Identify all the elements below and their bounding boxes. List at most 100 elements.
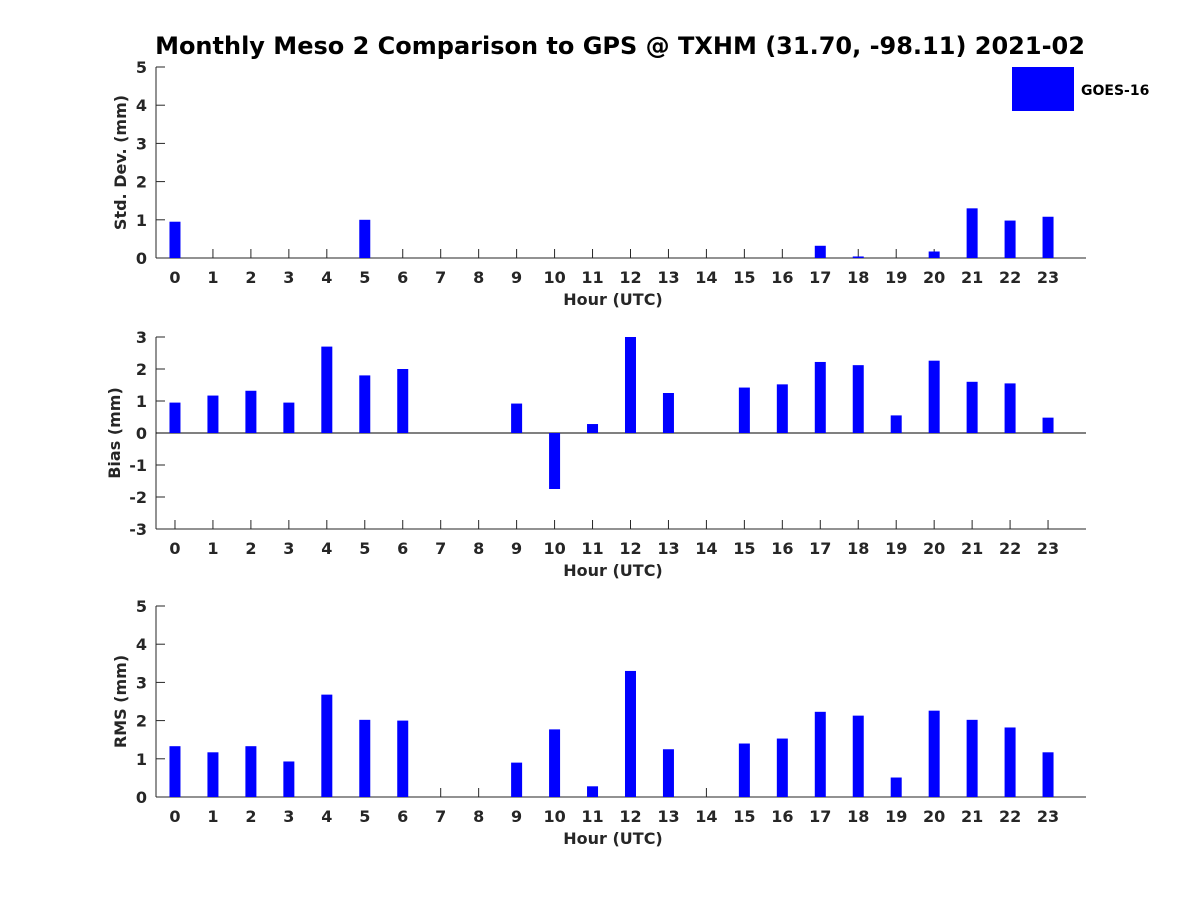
bar-hour-15 (738, 743, 750, 797)
bar-hour-23 (1042, 417, 1054, 433)
y-tick-label: 4 (136, 635, 147, 654)
bar-hour-23 (1042, 216, 1054, 258)
x-tick-label: 6 (397, 807, 408, 826)
x-tick-label: 22 (999, 268, 1021, 287)
y-tick-label: 2 (136, 712, 147, 731)
y-tick-label: 2 (136, 173, 147, 192)
x-tick-label: 1 (207, 268, 218, 287)
y-tick-label: 5 (136, 597, 147, 616)
y-tick-label: 1 (136, 392, 147, 411)
bar-hour-19 (890, 777, 902, 797)
bar-hour-16 (776, 738, 788, 797)
x-tick-label: 20 (923, 539, 945, 558)
bar-hour-12 (624, 670, 636, 797)
y-tick-label: 1 (136, 211, 147, 230)
x-tick-label: 10 (543, 539, 565, 558)
bar-hour-11 (587, 424, 599, 433)
y-tick-label: 3 (136, 134, 147, 153)
bar-hour-1 (207, 752, 219, 797)
x-tick-label: 7 (435, 539, 446, 558)
x-tick-label: 7 (435, 807, 446, 826)
x-tick-label: 22 (999, 807, 1021, 826)
x-tick-label: 15 (733, 807, 755, 826)
chart-title: Monthly Meso 2 Comparison to GPS @ TXHM … (155, 32, 1085, 60)
x-tick-label: 15 (733, 268, 755, 287)
y-tick-label: 0 (136, 424, 147, 443)
bar-hour-20 (928, 710, 940, 797)
x-tick-label: 2 (245, 807, 256, 826)
y-axis-label: RMS (mm) (111, 655, 130, 748)
y-tick-label: 0 (136, 788, 147, 807)
x-tick-label: 12 (619, 807, 641, 826)
bar-hour-22 (1004, 220, 1016, 258)
x-tick-label: 14 (695, 268, 717, 287)
x-tick-label: 0 (169, 268, 180, 287)
y-axis-label: Bias (mm) (105, 387, 124, 479)
bar-hour-0 (169, 402, 181, 433)
bar-hour-11 (587, 786, 599, 797)
x-tick-label: 11 (581, 539, 603, 558)
x-tick-label: 18 (847, 539, 869, 558)
bar-hour-5 (359, 219, 371, 258)
bar-hour-1 (207, 395, 219, 433)
x-tick-label: 14 (695, 539, 717, 558)
x-tick-label: 23 (1037, 539, 1059, 558)
x-tick-label: 21 (961, 539, 983, 558)
x-axis-label: Hour (UTC) (563, 290, 663, 309)
x-tick-label: 1 (207, 807, 218, 826)
bar-hour-15 (738, 387, 750, 433)
x-tick-label: 17 (809, 539, 831, 558)
bar-hour-2 (245, 390, 257, 433)
x-tick-label: 20 (923, 268, 945, 287)
bar-hour-21 (966, 208, 978, 258)
bar-hour-10 (549, 433, 561, 489)
bar-hour-18 (852, 256, 864, 258)
bar-hour-4 (321, 346, 333, 433)
x-tick-label: 4 (321, 807, 332, 826)
x-tick-label: 2 (245, 539, 256, 558)
x-tick-label: 22 (999, 539, 1021, 558)
y-tick-label: 3 (136, 673, 147, 692)
bar-hour-20 (928, 360, 940, 433)
x-tick-label: 17 (809, 268, 831, 287)
x-tick-label: 5 (359, 539, 370, 558)
x-tick-label: 7 (435, 268, 446, 287)
bar-hour-3 (283, 761, 295, 797)
bar-hour-20 (928, 251, 940, 258)
x-tick-label: 13 (657, 268, 679, 287)
x-tick-label: 3 (283, 539, 294, 558)
bar-hour-2 (245, 746, 257, 797)
x-tick-label: 13 (657, 539, 679, 558)
bar-hour-21 (966, 381, 978, 433)
bar-hour-3 (283, 402, 295, 433)
bar-hour-5 (359, 719, 371, 797)
x-tick-label: 3 (283, 268, 294, 287)
x-tick-label: 3 (283, 807, 294, 826)
y-axis-label: Std. Dev. (mm) (111, 95, 130, 230)
bar-hour-17 (814, 711, 826, 797)
bar-hour-0 (169, 746, 181, 797)
x-tick-label: 23 (1037, 268, 1059, 287)
x-tick-label: 11 (581, 807, 603, 826)
x-tick-label: 5 (359, 268, 370, 287)
y-tick-label: 0 (136, 249, 147, 268)
x-axis-label: Hour (UTC) (563, 829, 663, 848)
x-tick-label: 23 (1037, 807, 1059, 826)
bar-hour-5 (359, 375, 371, 433)
bar-hour-10 (549, 729, 561, 797)
x-tick-label: 16 (771, 268, 793, 287)
y-tick-label: -1 (129, 456, 147, 475)
x-tick-label: 19 (885, 539, 907, 558)
bar-hour-9 (511, 403, 523, 433)
bar-hour-23 (1042, 752, 1054, 797)
x-tick-label: 9 (511, 539, 522, 558)
x-tick-label: 13 (657, 807, 679, 826)
x-tick-label: 8 (473, 807, 484, 826)
x-tick-label: 4 (321, 268, 332, 287)
bar-hour-6 (397, 369, 409, 433)
bar-hour-4 (321, 694, 333, 797)
y-tick-label: 2 (136, 360, 147, 379)
